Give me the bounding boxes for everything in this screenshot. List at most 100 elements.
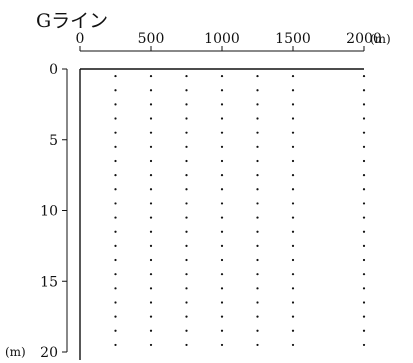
y-tick-label: 10 xyxy=(40,204,58,220)
survey-point xyxy=(220,159,224,163)
survey-point xyxy=(362,301,366,304)
survey-point xyxy=(291,273,295,276)
y-tick-label: 0 xyxy=(49,62,58,78)
survey-point xyxy=(256,174,259,177)
survey-point xyxy=(114,244,117,247)
survey-point xyxy=(220,74,224,78)
survey-point xyxy=(256,287,259,290)
survey-point xyxy=(114,230,117,233)
survey-point xyxy=(114,159,117,163)
survey-point xyxy=(291,315,295,318)
survey-point xyxy=(362,230,366,233)
survey-point xyxy=(362,343,366,347)
survey-point xyxy=(256,188,259,191)
survey-point xyxy=(114,315,117,318)
survey-point xyxy=(256,74,259,78)
survey-point xyxy=(149,329,153,332)
survey-point xyxy=(256,244,259,247)
y-axis-unit: (m) xyxy=(5,345,26,359)
survey-point xyxy=(149,315,153,318)
x-axis-unit: (m) xyxy=(370,32,391,46)
survey-point xyxy=(362,287,366,290)
survey-point xyxy=(185,315,188,318)
survey-point xyxy=(362,145,366,148)
survey-point xyxy=(362,74,366,78)
survey-point xyxy=(362,131,366,134)
survey-point xyxy=(114,74,117,78)
x-tick-label: 1500 xyxy=(275,31,311,47)
survey-point xyxy=(220,202,224,205)
survey-point xyxy=(291,131,295,134)
survey-point xyxy=(149,287,153,290)
survey-point xyxy=(149,343,153,347)
survey-point xyxy=(149,202,153,205)
survey-point xyxy=(362,202,366,205)
survey-point xyxy=(149,131,153,134)
survey-point xyxy=(185,329,188,332)
survey-point xyxy=(256,202,259,205)
chart-title: Gライン xyxy=(36,10,108,32)
survey-point xyxy=(114,89,117,92)
survey-point xyxy=(291,329,295,332)
x-tick-label: 500 xyxy=(138,31,165,47)
survey-point xyxy=(220,216,224,219)
survey-point xyxy=(256,258,259,262)
survey-point xyxy=(149,188,153,191)
survey-point xyxy=(185,258,188,262)
survey-point xyxy=(362,273,366,276)
survey-point xyxy=(185,301,188,304)
survey-point xyxy=(220,273,224,276)
survey-point xyxy=(256,89,259,92)
survey-point xyxy=(256,103,259,106)
survey-point xyxy=(291,188,295,191)
survey-point xyxy=(291,145,295,148)
survey-point xyxy=(256,159,259,163)
survey-point xyxy=(149,301,153,304)
survey-point xyxy=(220,103,224,106)
survey-point xyxy=(114,216,117,219)
survey-point xyxy=(149,159,153,163)
survey-point xyxy=(291,74,295,78)
survey-point xyxy=(220,315,224,318)
survey-point xyxy=(185,117,188,120)
survey-point xyxy=(256,343,259,347)
survey-point xyxy=(291,202,295,205)
survey-point xyxy=(149,145,153,148)
survey-point xyxy=(362,258,366,262)
survey-point xyxy=(291,89,295,92)
survey-point xyxy=(291,301,295,304)
survey-point xyxy=(149,273,153,276)
survey-point xyxy=(256,216,259,219)
survey-point xyxy=(291,174,295,177)
survey-point xyxy=(185,103,188,106)
survey-point xyxy=(185,343,188,347)
survey-point xyxy=(114,131,117,134)
x-axis-ticks: 0 500 1000 1500 2000 xyxy=(76,31,382,51)
survey-point xyxy=(362,89,366,92)
survey-point xyxy=(185,230,188,233)
survey-point xyxy=(185,273,188,276)
survey-point xyxy=(362,216,366,219)
survey-point xyxy=(220,329,224,332)
survey-point xyxy=(149,216,153,219)
y-tick-label: 20 xyxy=(40,345,58,361)
survey-point xyxy=(185,74,188,78)
survey-point xyxy=(291,103,295,106)
x-tick-label: 0 xyxy=(76,31,85,47)
survey-point xyxy=(220,301,224,304)
survey-point xyxy=(362,103,366,106)
survey-point xyxy=(220,188,224,191)
survey-point xyxy=(149,258,153,262)
y-tick-label: 15 xyxy=(40,274,58,290)
survey-point xyxy=(185,244,188,247)
x-tick-label: 1000 xyxy=(204,31,240,47)
y-tick-label: 5 xyxy=(49,133,58,149)
survey-point xyxy=(114,174,117,177)
survey-point xyxy=(149,230,153,233)
survey-point xyxy=(362,329,366,332)
survey-point xyxy=(362,159,366,163)
survey-point xyxy=(220,145,224,148)
survey-point xyxy=(185,145,188,148)
survey-point xyxy=(185,287,188,290)
